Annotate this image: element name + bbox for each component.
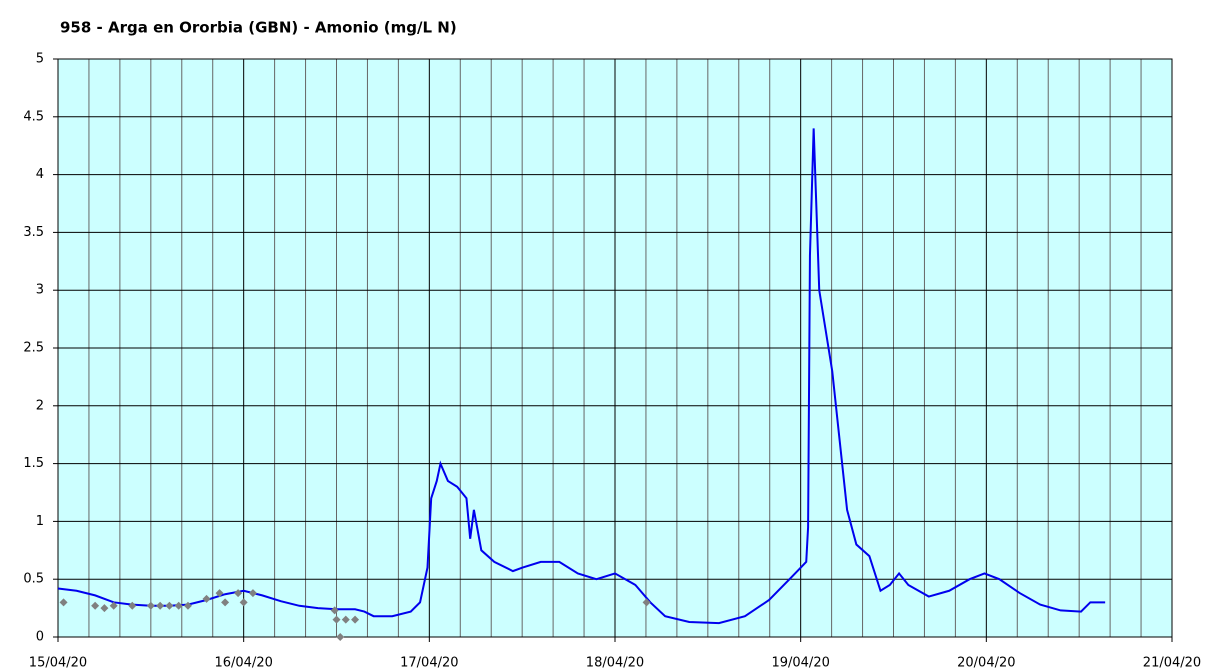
x-tick-label: 16/04/20	[214, 656, 272, 671]
data-point	[91, 601, 100, 610]
data-point	[332, 615, 341, 624]
data-point	[642, 598, 651, 607]
y-tick-label: 0	[36, 630, 44, 645]
x-tick-label: 17/04/20	[400, 656, 458, 671]
y-tick-label: 3.5	[23, 225, 44, 240]
y-tick-label: 2	[36, 398, 44, 413]
data-point	[248, 589, 257, 598]
data-point	[239, 598, 248, 607]
data-point	[215, 589, 224, 598]
data-point	[341, 615, 350, 624]
y-tick-label: 4	[36, 167, 44, 182]
y-tick-label: 1.5	[23, 456, 44, 471]
x-tick-label: 18/04/20	[586, 656, 644, 671]
data-point	[336, 633, 345, 641]
data-point	[221, 598, 230, 607]
y-tick-label: 4.5	[23, 109, 44, 124]
data-point	[146, 601, 155, 610]
x-tick-label: 20/04/20	[957, 656, 1015, 671]
data-point	[109, 601, 118, 610]
data-point	[234, 589, 243, 598]
x-tick-label: 21/04/20	[1143, 656, 1201, 671]
data-point	[128, 601, 137, 610]
data-point	[330, 606, 339, 615]
x-tick-label: 15/04/20	[29, 656, 87, 671]
data-point	[59, 598, 68, 607]
data-point	[183, 601, 192, 610]
y-tick-label: 5	[36, 52, 44, 67]
data-point	[156, 601, 165, 610]
x-tick-label: 19/04/20	[771, 656, 829, 671]
data-point	[100, 604, 109, 613]
data-point	[351, 615, 360, 624]
data-point	[174, 601, 183, 610]
y-tick-label: 2.5	[23, 341, 44, 356]
y-tick-label: 1	[36, 514, 44, 529]
data-point	[165, 601, 174, 610]
y-tick-label: 3	[36, 283, 44, 298]
chart-title: 958 - Arga en Ororbia (GBN) - Amonio (mg…	[60, 19, 457, 37]
data-line	[57, 128, 1106, 625]
data-point	[202, 594, 211, 603]
y-tick-label: 0.5	[23, 572, 44, 587]
